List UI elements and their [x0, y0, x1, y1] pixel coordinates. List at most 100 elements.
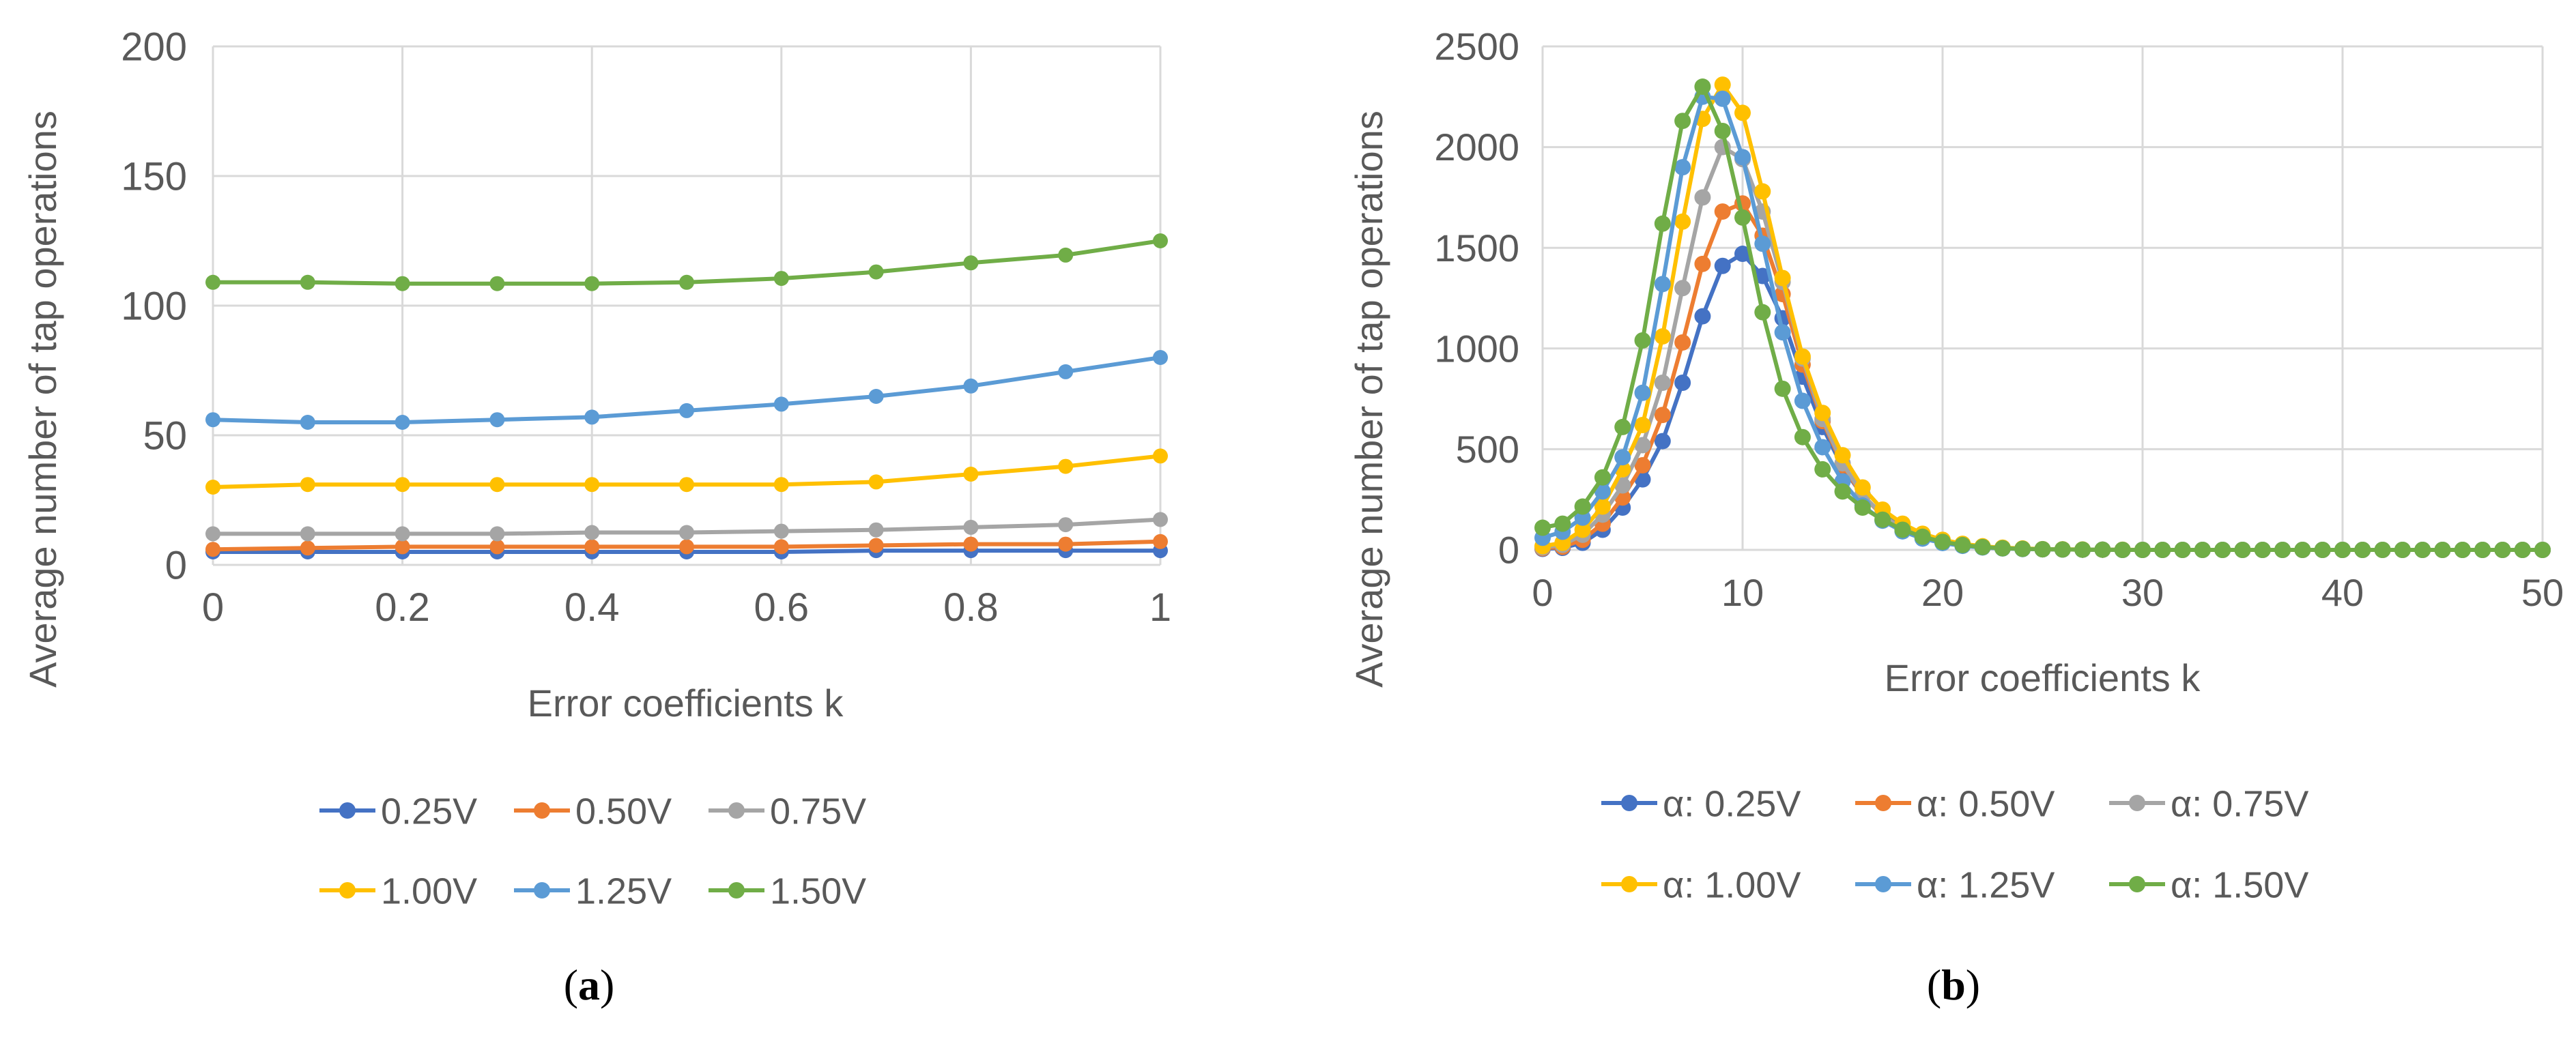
legend-label: 0.50V — [575, 791, 672, 832]
y-tick-label: 100 — [121, 284, 187, 328]
data-point — [2134, 542, 2151, 558]
data-point — [1834, 447, 1851, 464]
data-point — [1734, 209, 1751, 226]
data-point — [868, 389, 884, 404]
legend: 0.25V 0.50V 0.75V 1.00V 1.25V 1.50V — [319, 791, 866, 911]
data-point — [963, 378, 979, 394]
data-point — [1674, 213, 1691, 230]
data-point — [1794, 392, 1811, 409]
data-point — [1654, 374, 1671, 391]
data-point — [1674, 159, 1691, 176]
legend-label: α: 0.50V — [1917, 783, 2055, 824]
y-axis-label: Average number of tap operations — [21, 111, 64, 688]
data-point — [205, 274, 220, 290]
data-point — [1694, 78, 1711, 96]
y-tick-label: 2000 — [1434, 126, 1519, 169]
data-point — [2194, 542, 2211, 558]
data-point — [2074, 541, 2091, 558]
data-point — [395, 477, 410, 493]
y-tick-label: 2500 — [1434, 25, 1519, 68]
data-point — [1694, 308, 1711, 325]
data-point — [1153, 233, 1168, 248]
data-point — [1614, 418, 1631, 435]
series-line — [1541, 85, 2545, 552]
y-tick-label: 0 — [1498, 529, 1519, 572]
legend-marker — [1621, 876, 1637, 892]
data-point — [1554, 515, 1571, 532]
legend-marker — [534, 802, 550, 819]
data-point — [1714, 257, 1731, 274]
legend: α: 0.25V α: 0.50V α: 0.75V α: 1.00V α: 1.25V… — [1601, 783, 2308, 905]
y-tick-label: 50 — [143, 413, 187, 458]
data-point — [1734, 104, 1751, 121]
data-point — [1754, 304, 1771, 321]
data-point — [1594, 483, 1611, 500]
data-point — [1574, 498, 1591, 515]
legend-label: α: 1.50V — [2171, 864, 2308, 905]
data-point — [489, 276, 505, 291]
legend-item: α: 0.50V — [1855, 783, 2055, 824]
legend-marker — [728, 882, 745, 899]
data-point — [584, 477, 600, 493]
x-tick-label: 20 — [1921, 571, 1964, 614]
data-point — [2254, 542, 2271, 558]
x-tick-label: 0.6 — [754, 585, 809, 630]
data-point — [1794, 348, 1811, 365]
data-point — [489, 539, 505, 555]
y-axis-label: Average number of tap operations — [1347, 111, 1390, 688]
data-point — [773, 271, 789, 287]
x-tick-label: 0.8 — [943, 585, 999, 630]
legend-item: 0.25V — [319, 791, 477, 832]
x-tick-label: 0 — [1532, 571, 1553, 614]
data-point — [1834, 483, 1851, 500]
data-point — [395, 526, 410, 542]
x-tick-label: 50 — [2521, 571, 2564, 614]
legend-item: α: 0.75V — [2109, 783, 2308, 824]
legend-label: 1.25V — [575, 871, 672, 911]
series-line — [1541, 201, 2545, 552]
legend-label: 1.00V — [381, 871, 477, 911]
data-point — [1954, 536, 1971, 553]
data-point — [1854, 499, 1871, 516]
data-point — [868, 264, 884, 280]
data-point — [1634, 332, 1651, 349]
data-point — [1974, 538, 1991, 555]
data-point — [1694, 189, 1711, 206]
legend-label: α: 1.25V — [1917, 864, 2055, 905]
x-tick-label: 0.4 — [564, 585, 620, 630]
data-point — [963, 467, 979, 482]
data-point — [1714, 90, 1731, 107]
y-tick-label: 200 — [121, 25, 187, 69]
data-point — [1674, 280, 1691, 297]
data-point — [205, 480, 220, 495]
data-point — [1153, 512, 1168, 527]
data-point — [1894, 521, 1911, 538]
y-tick-label: 500 — [1456, 428, 1519, 471]
x-tick-label: 10 — [1721, 571, 1764, 614]
data-point — [679, 525, 694, 540]
data-point — [2154, 542, 2171, 558]
data-point — [300, 540, 315, 556]
series-0.75v — [205, 512, 1168, 542]
data-point — [2514, 542, 2531, 558]
data-point — [1694, 255, 1711, 272]
data-point — [2314, 542, 2331, 558]
legend-label: α: 0.75V — [2171, 783, 2308, 824]
data-point — [1534, 519, 1551, 536]
data-point — [1654, 276, 1671, 293]
data-point — [773, 396, 789, 412]
data-point — [1934, 534, 1951, 551]
data-point — [2034, 541, 2051, 558]
data-point — [1654, 215, 1671, 232]
data-point — [1153, 534, 1168, 549]
data-point — [963, 519, 979, 535]
data-point — [2474, 542, 2491, 558]
data-point — [1714, 122, 1731, 139]
data-point — [1674, 374, 1691, 391]
series-1.25v — [205, 350, 1168, 430]
legend-label: α: 0.25V — [1663, 783, 1801, 824]
data-point — [2014, 540, 2031, 557]
data-point — [2394, 542, 2411, 558]
data-point — [963, 255, 979, 271]
data-point — [2294, 542, 2311, 558]
